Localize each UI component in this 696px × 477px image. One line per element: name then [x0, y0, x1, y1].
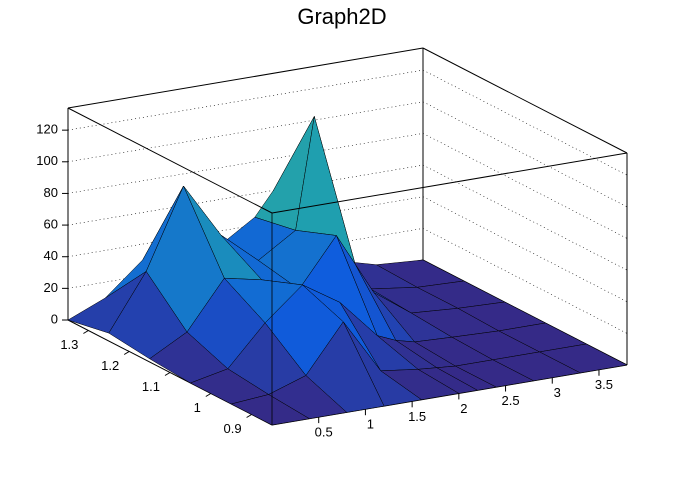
surface-cell	[230, 394, 311, 426]
grid-line	[67, 69, 628, 176]
z-tick-label: 120	[36, 122, 58, 137]
y-tick	[205, 393, 212, 397]
y-tick-label: 0.9	[224, 421, 242, 436]
y-tick	[164, 372, 171, 376]
y-tick	[246, 414, 252, 418]
z-tick-label: 100	[36, 153, 58, 168]
y-tick-label: 1.2	[101, 358, 119, 373]
z-tick-label: 20	[44, 280, 58, 295]
box-edge	[67, 47, 424, 109]
x-tick-label: 1	[367, 417, 374, 432]
y-tick-label: 1.3	[60, 337, 78, 352]
z-tick-label: 80	[44, 185, 58, 200]
grid-line	[67, 133, 628, 239]
box-edge	[422, 47, 628, 154]
x-tick-label: 2	[460, 401, 467, 416]
y-tick-label: 1	[194, 400, 201, 415]
x-tick-label: 1.5	[408, 409, 426, 424]
z-tick-label: 60	[44, 217, 58, 232]
x-tick-label: 0.5	[315, 425, 333, 440]
y-tick	[83, 330, 89, 334]
z-tick-label: 0	[51, 311, 58, 326]
y-tick-label: 1.1	[142, 379, 160, 394]
z-tick-label: 40	[44, 248, 58, 263]
x-tick-label: 2.5	[502, 393, 520, 408]
grid-line	[67, 101, 628, 208]
box-edge	[67, 107, 273, 214]
x-tick-label: 3	[554, 385, 561, 400]
chart-title: Graph2D	[297, 4, 386, 29]
y-tick	[123, 351, 130, 355]
x-tick-label: 3.5	[595, 377, 613, 392]
box-edge	[271, 152, 628, 214]
